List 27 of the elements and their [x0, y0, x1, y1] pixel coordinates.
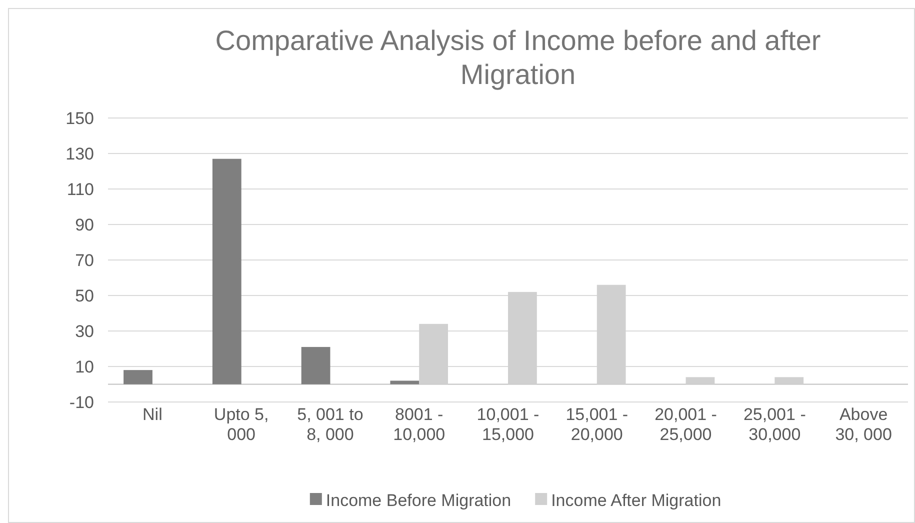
bar [774, 377, 804, 384]
y-tick-label: 110 [66, 180, 94, 199]
chart-title: Comparative Analysis of Income before and after Migration [215, 25, 821, 90]
x-tick-label: 25,001 - 30,000 [743, 405, 806, 444]
legend-label: Income Before Migration [326, 490, 512, 510]
y-tick-label: 150 [66, 108, 94, 128]
bar [124, 370, 152, 384]
y-tick-label: 10 [75, 357, 94, 376]
y-tick-label: 90 [75, 215, 94, 234]
legend-label: Income After Migration [551, 490, 722, 510]
bar [301, 346, 330, 384]
bar [390, 380, 420, 384]
y-tick-label: -10 [69, 392, 94, 412]
y-tick-label: 130 [66, 144, 94, 164]
y-tick-label: 70 [75, 250, 94, 270]
x-tick-label: 15,001 - 20,000 [566, 405, 628, 444]
x-tick-label: 8001 - 10,000 [393, 405, 446, 444]
y-tick-label: 50 [75, 286, 94, 306]
x-tick-label: Upto 5, 000 [214, 405, 269, 444]
y-tick-label: 30 [75, 322, 94, 341]
x-tick-label: 20,001 - 25,000 [654, 405, 717, 444]
x-tick-label: Above 30, 000 [835, 405, 892, 444]
bar [686, 377, 715, 384]
x-tick-label: Nil [142, 405, 162, 424]
x-tick-label: 10,001 - 15,000 [476, 405, 540, 444]
x-tick-label: 5, 001 to 8, 000 [297, 405, 364, 444]
bar [212, 158, 242, 384]
